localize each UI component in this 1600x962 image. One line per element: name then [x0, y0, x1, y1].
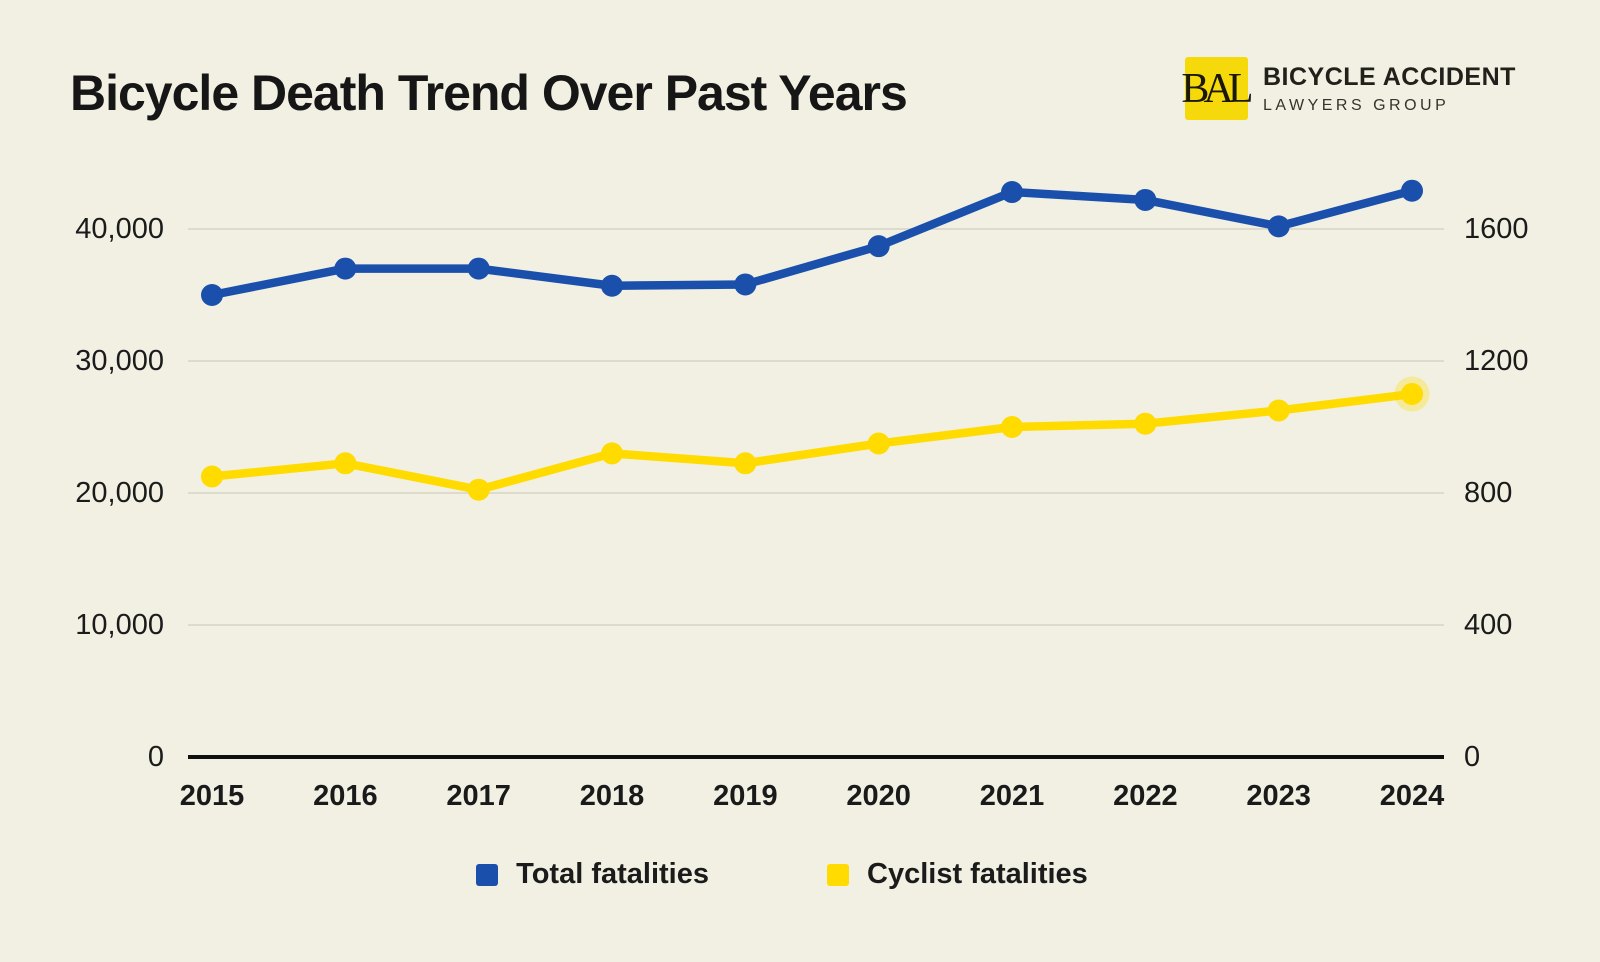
right-axis-tick-label: 800: [1464, 477, 1512, 509]
legend-item-cyclist-fatalities: Cyclist fatalities: [827, 858, 1088, 891]
x-axis-year-label: 2024: [1380, 780, 1445, 812]
logo-monogram-icon: BAL: [1181, 57, 1254, 120]
legend-item-total-fatalities: Total fatalities: [476, 858, 709, 891]
x-axis-year-label: 2015: [180, 780, 245, 812]
right-axis-tick-label: 400: [1464, 609, 1512, 641]
data-point: [1401, 383, 1423, 405]
logo-name: BICYCLE ACCIDENT: [1263, 62, 1516, 91]
left-axis-tick-label: 40,000: [75, 213, 164, 245]
x-axis-year-label: 2020: [846, 780, 911, 812]
left-axis-tick-label: 0: [148, 741, 164, 773]
logo-subtitle: LAWYERS GROUP: [1263, 96, 1450, 114]
data-point: [1267, 399, 1290, 422]
x-axis-year-label: 2022: [1113, 780, 1178, 812]
data-point: [1001, 416, 1023, 438]
logo: BAL BICYCLE ACCIDENT LAWYERS GROUP: [1181, 57, 1516, 120]
data-point: [334, 257, 357, 280]
data-point: [601, 274, 623, 297]
right-axis-tick-label: 1200: [1464, 345, 1529, 377]
legend-label-cyclist: Cyclist fatalities: [867, 858, 1088, 890]
legend-swatch-cyclist-icon: [827, 863, 849, 886]
data-point: [334, 452, 357, 475]
x-axis-year-label: 2018: [580, 780, 645, 812]
series-line-0: [207, 186, 1417, 300]
data-point: [867, 432, 890, 455]
legend-label-total: Total fatalities: [516, 858, 709, 890]
data-point: [467, 478, 490, 501]
data-point: [734, 452, 757, 475]
x-axis-year-label: 2017: [446, 780, 511, 812]
data-point: [867, 235, 890, 258]
left-axis-tick-label: 20,000: [75, 477, 164, 509]
data-point: [1134, 188, 1157, 211]
series-line-1: [207, 389, 1417, 494]
right-axis-tick-label: 1600: [1464, 213, 1529, 245]
data-point: [1134, 412, 1157, 435]
x-axis-year-label: 2021: [980, 780, 1045, 812]
data-point: [601, 442, 623, 465]
chart-title: Bicycle Death Trend Over Past Years: [70, 65, 908, 121]
data-point: [201, 465, 223, 488]
data-point: [1401, 179, 1423, 202]
data-point: [467, 257, 490, 280]
right-axis-tick-label: 0: [1464, 741, 1480, 773]
logo-text: BICYCLE ACCIDENT LAWYERS GROUP: [1263, 63, 1516, 115]
data-point: [201, 284, 223, 306]
left-axis-tick-label: 10,000: [75, 609, 164, 641]
x-axis-year-label: 2019: [713, 780, 778, 812]
logo-monogram-text: BAL: [1181, 65, 1253, 112]
legend-swatch-total-icon: [476, 863, 499, 886]
data-point: [1267, 215, 1290, 238]
x-axis-year-label: 2016: [313, 780, 378, 812]
data-point: [734, 273, 757, 296]
left-axis-tick-label: 30,000: [75, 345, 164, 377]
data-point: [1001, 181, 1023, 204]
x-axis-year-label: 2023: [1246, 780, 1311, 812]
chart-legend: Total fatalities Cyclist fatalities: [0, 858, 1564, 891]
